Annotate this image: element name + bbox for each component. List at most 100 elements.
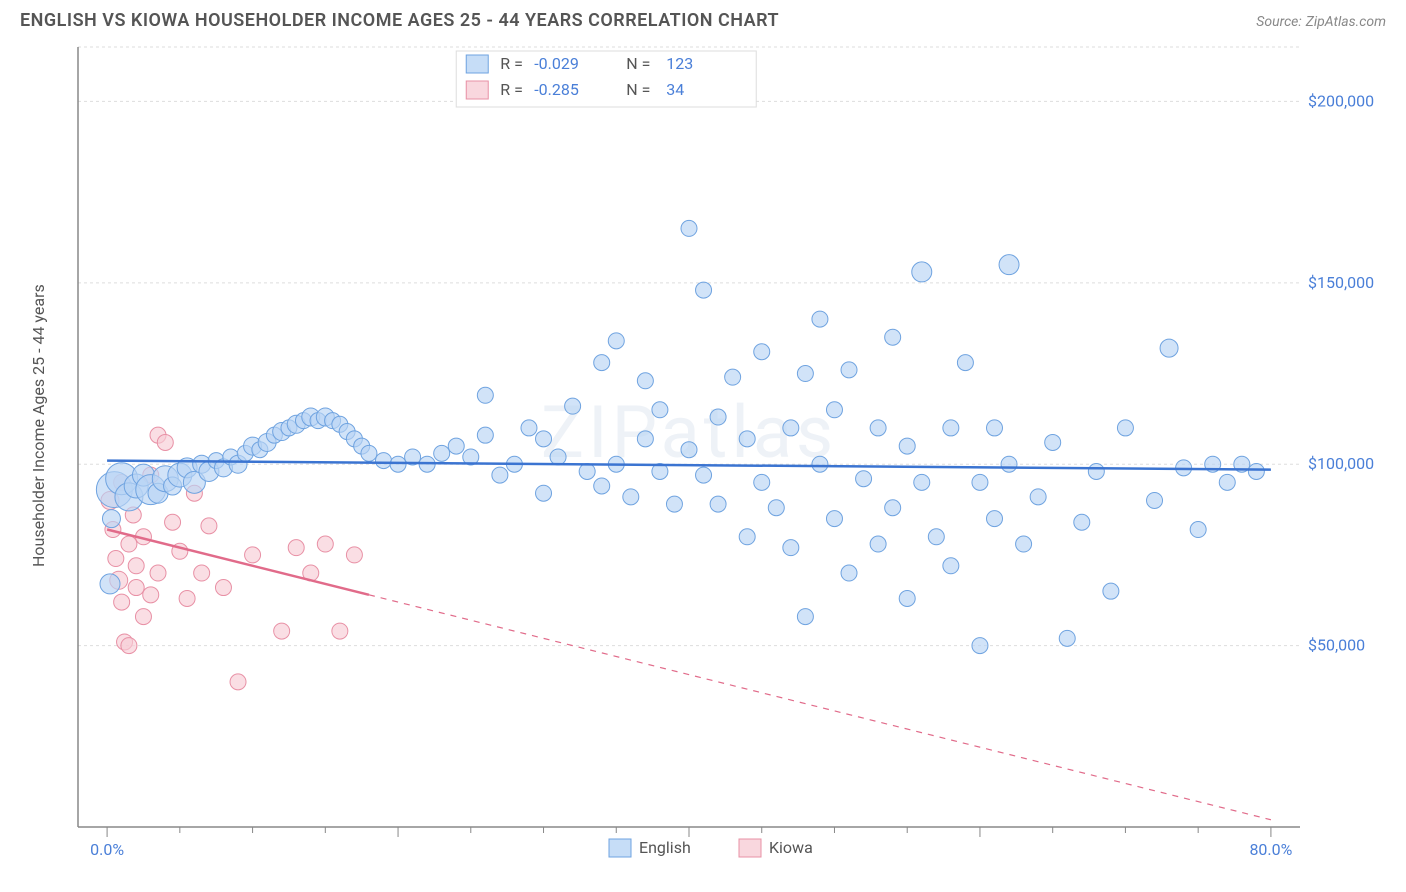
data-point [594,478,610,494]
legend-n-value: 34 [666,80,684,99]
data-point [128,558,144,574]
y-axis-label: Householder Income Ages 25 - 44 years [29,284,48,567]
data-point [1045,434,1061,450]
data-point [150,565,166,581]
source: Source: ZipAtlas.com [1256,11,1386,30]
data-point [681,442,697,458]
data-point [914,474,930,490]
data-point [1160,339,1178,357]
data-point [987,420,1003,436]
data-point [1074,514,1090,530]
data-point [1016,536,1032,552]
data-point [143,587,159,603]
data-point [768,500,784,516]
data-point [157,434,173,450]
data-point [637,431,653,447]
data-point [179,590,195,606]
data-point [1001,456,1017,472]
x-tick-label: 80.0% [1249,840,1292,859]
data-point [696,282,712,298]
data-point [1103,583,1119,599]
data-point [841,362,857,378]
data-point [957,355,973,371]
data-point [201,518,217,534]
data-point [135,609,151,625]
data-point [681,220,697,236]
data-point [492,467,508,483]
data-point [536,431,552,447]
data-point [885,329,901,345]
data-point [194,565,210,581]
data-point [710,409,726,425]
data-point [725,369,741,385]
data-point [128,580,144,596]
data-point [1059,630,1075,646]
data-point [579,463,595,479]
data-point [912,262,932,282]
y-tick-label: $150,000 [1308,273,1374,292]
data-point [434,445,450,461]
data-point [608,333,624,349]
legend-n-label: N = [626,80,650,99]
data-point [870,420,886,436]
data-point [108,551,124,567]
data-point [448,438,464,454]
data-point [783,540,799,556]
data-point [652,402,668,418]
data-point [754,474,770,490]
data-point [885,500,901,516]
data-point [870,536,886,552]
data-point [165,514,181,530]
data-point [710,496,726,512]
data-point [332,623,348,639]
data-point [623,489,639,505]
legend-swatch [739,839,761,857]
data-point [565,398,581,414]
data-point [521,420,537,436]
y-tick-label: $200,000 [1308,91,1374,110]
data-point [841,565,857,581]
source-label: Source: [1256,14,1301,30]
data-point [1219,474,1235,490]
data-point [754,344,770,360]
data-point [943,558,959,574]
legend-swatch [609,839,631,857]
legend-n-label: N = [626,54,650,73]
data-point [812,311,828,327]
scatter-chart: $50,000$100,000$150,000$200,000ZIPatlas0… [20,37,1386,867]
data-point [987,511,1003,527]
chart-area: $50,000$100,000$150,000$200,000ZIPatlas0… [20,37,1386,867]
legend-series-label: English [639,838,691,857]
data-point [550,449,566,465]
data-point [928,529,944,545]
data-point [536,485,552,501]
data-point [1117,420,1133,436]
y-tick-label: $100,000 [1308,454,1374,473]
data-point [346,547,362,563]
data-point [274,623,290,639]
legend-n-value: 123 [666,54,693,73]
data-point [100,574,120,594]
data-point [826,402,842,418]
data-point [121,638,137,654]
data-point [477,427,493,443]
data-point [797,609,813,625]
data-point [288,540,304,556]
legend-r-value: -0.285 [534,80,579,99]
data-point [1248,463,1264,479]
data-point [696,467,712,483]
data-point [972,638,988,654]
data-point [899,590,915,606]
data-point [1088,463,1104,479]
data-point [376,453,392,469]
data-point [114,594,130,610]
data-point [812,456,828,472]
data-point [856,471,872,487]
legend-r-label: R = [500,54,523,73]
chart-title: ENGLISH VS KIOWA HOUSEHOLDER INCOME AGES… [20,10,779,31]
legend-series-label: Kiowa [769,838,813,857]
data-point [739,431,755,447]
data-point [826,511,842,527]
data-point [943,420,959,436]
data-point [999,255,1019,275]
